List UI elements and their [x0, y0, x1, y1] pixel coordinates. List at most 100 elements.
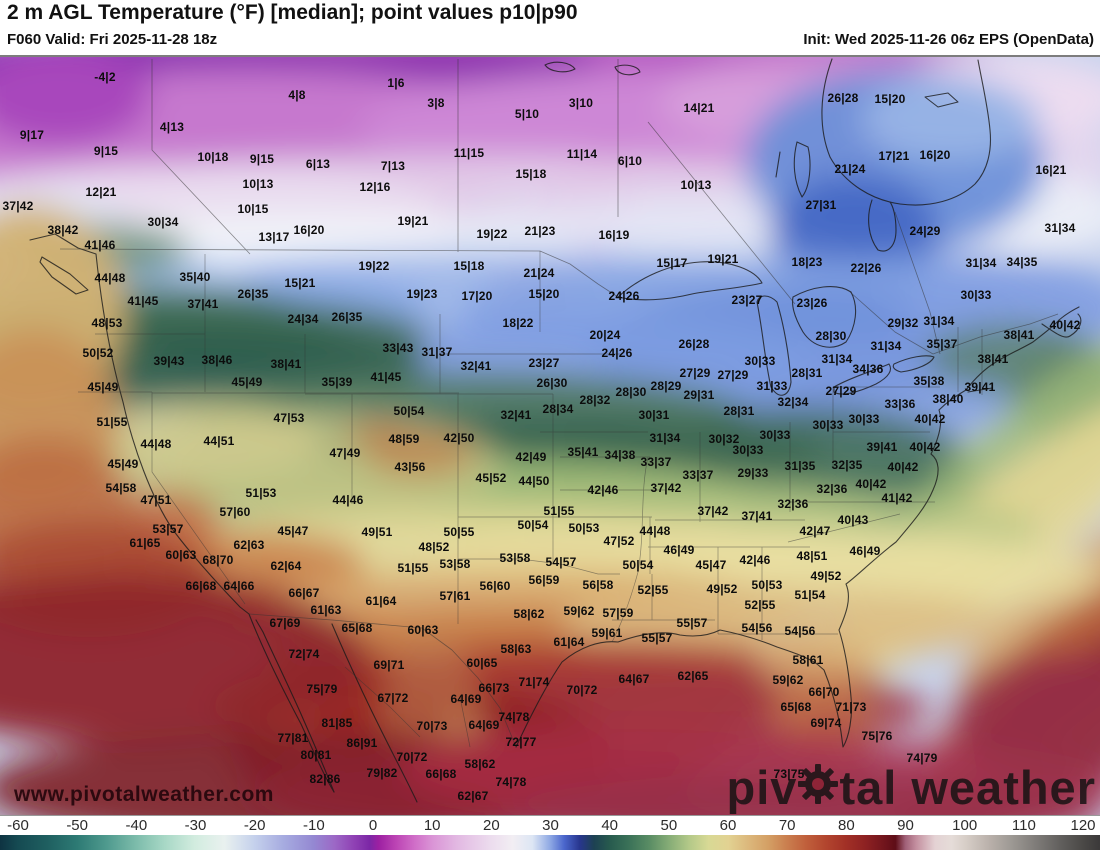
point-value: 29|32: [887, 316, 919, 330]
point-value: 10|15: [237, 202, 269, 216]
point-value: 18|22: [502, 316, 534, 330]
point-value: 17|21: [878, 149, 910, 163]
point-value: 37|41: [187, 297, 219, 311]
colorbar-tick: -30: [184, 817, 207, 834]
point-value: 11|15: [453, 146, 485, 160]
point-value: 44|51: [203, 434, 235, 448]
point-value: 21|24: [523, 266, 555, 280]
point-value: 15|17: [656, 256, 688, 270]
point-value: 74|78: [498, 710, 530, 724]
point-value: 31|35: [784, 459, 816, 473]
point-value: 46|49: [663, 543, 695, 557]
point-value: 22|26: [850, 261, 882, 275]
point-value: 37|42: [650, 481, 682, 495]
point-value: 44|48: [94, 271, 126, 285]
colorbar-tick: 80: [837, 817, 855, 834]
point-value: 61|65: [129, 536, 161, 550]
colorbar-tick: -10: [302, 817, 325, 834]
point-value: 71|74: [518, 675, 550, 689]
point-value: 41|42: [881, 491, 913, 505]
point-value: 37|42: [2, 199, 34, 213]
point-value: 40|42: [887, 460, 919, 474]
point-value: 57|60: [219, 505, 251, 519]
point-value: 39|41: [964, 380, 996, 394]
point-value: 31|34: [1044, 221, 1076, 235]
point-value: 50|53: [751, 578, 783, 592]
point-value: 31|33: [756, 379, 788, 393]
point-value: 75|79: [306, 682, 338, 696]
point-value: 82|86: [309, 772, 341, 786]
point-value: 1|6: [387, 76, 405, 90]
point-value: 55|57: [676, 616, 708, 630]
point-value: 54|56: [741, 621, 773, 635]
point-value: 41|45: [370, 370, 402, 384]
point-value: 19|22: [476, 227, 508, 241]
point-value: 67|69: [269, 616, 301, 630]
point-value: 81|85: [321, 716, 353, 730]
point-value: 28|31: [791, 366, 823, 380]
point-value: 50|54: [393, 404, 425, 418]
point-value: 32|34: [777, 395, 809, 409]
point-value: 30|31: [638, 408, 670, 422]
colorbar-tick: 120: [1070, 817, 1096, 834]
point-value: 61|64: [365, 594, 397, 608]
point-value: 30|33: [812, 418, 844, 432]
point-value: 72|77: [505, 735, 537, 749]
point-value: 45|49: [231, 375, 263, 389]
init-time-label: Init: Wed 2025-11-26 06z EPS (OpenData): [803, 31, 1094, 48]
point-value: 17|20: [461, 289, 493, 303]
point-value: 19|22: [358, 259, 390, 273]
point-value: 34|35: [1006, 255, 1038, 269]
point-value: 66|73: [478, 681, 510, 695]
point-value: 68|70: [202, 553, 234, 567]
point-value: 51|54: [794, 588, 826, 602]
point-value: 26|35: [237, 287, 269, 301]
point-value: 45|47: [277, 524, 309, 538]
point-value: 15|18: [453, 259, 485, 273]
point-value: 38|40: [932, 392, 964, 406]
point-value: 39|43: [153, 354, 185, 368]
point-value: 59|61: [591, 626, 623, 640]
point-value: 53|58: [499, 551, 531, 565]
point-value: 60|65: [466, 656, 498, 670]
point-value: 55|57: [641, 631, 673, 645]
point-value: 16|21: [1035, 163, 1067, 177]
point-value: 47|51: [140, 493, 172, 507]
point-value: 48|51: [796, 549, 828, 563]
colorbar-tick: 50: [660, 817, 678, 834]
point-value: 28|30: [815, 329, 847, 343]
point-value: 44|50: [518, 474, 550, 488]
point-value: 30|33: [732, 443, 764, 457]
point-value: 77|81: [277, 731, 309, 745]
point-value: 37|42: [697, 504, 729, 518]
point-value: 62|65: [677, 669, 709, 683]
point-value: 34|38: [604, 448, 636, 462]
point-value: 50|55: [443, 525, 475, 539]
colorbar-tick: 20: [482, 817, 500, 834]
point-value: 32|36: [816, 482, 848, 496]
map-header: 2 m AGL Temperature (°F) [median]; point…: [0, 0, 1100, 55]
point-value: 10|18: [197, 150, 229, 164]
point-value: 62|64: [270, 559, 302, 573]
point-value: 49|52: [810, 569, 842, 583]
point-value: 47|53: [273, 411, 305, 425]
point-value: 80|81: [300, 748, 332, 762]
point-value: 54|57: [545, 555, 577, 569]
point-value: 40|42: [909, 440, 941, 454]
point-value: 33|37: [682, 468, 714, 482]
point-value: 46|49: [849, 544, 881, 558]
point-value: 67|72: [377, 691, 409, 705]
point-value: 50|52: [82, 346, 114, 360]
point-value: 49|51: [361, 525, 393, 539]
point-value: 44|48: [639, 524, 671, 538]
point-value: 65|68: [780, 700, 812, 714]
point-value: 9|17: [19, 128, 45, 142]
colorbar: [0, 835, 1100, 850]
colorbar-tick: -60: [7, 817, 29, 834]
point-value: 40|43: [837, 513, 869, 527]
point-value: 57|61: [439, 589, 471, 603]
point-value: 51|53: [245, 486, 277, 500]
point-value: 34|36: [852, 362, 884, 376]
point-value: 16|20: [293, 223, 325, 237]
point-value: 50|53: [568, 521, 600, 535]
